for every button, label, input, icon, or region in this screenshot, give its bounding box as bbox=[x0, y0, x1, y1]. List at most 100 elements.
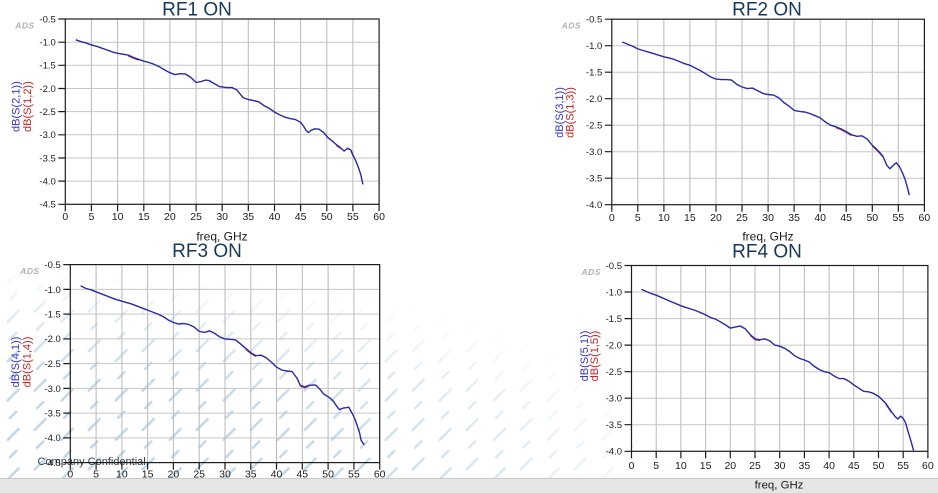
svg-text:-1.0: -1.0 bbox=[606, 287, 622, 298]
svg-text:10: 10 bbox=[116, 468, 128, 480]
svg-text:-4.5: -4.5 bbox=[44, 458, 60, 469]
svg-text:-3.5: -3.5 bbox=[586, 174, 602, 185]
svg-text:dB(S(1,2)): dB(S(1,2)) bbox=[22, 81, 34, 132]
svg-text:-1.5: -1.5 bbox=[586, 68, 602, 79]
svg-text:dB(S(1,5)): dB(S(1,5)) bbox=[589, 331, 601, 382]
svg-text:-1.5: -1.5 bbox=[44, 310, 60, 321]
svg-text:RF2 ON: RF2 ON bbox=[732, 0, 802, 21]
svg-text:50: 50 bbox=[322, 468, 334, 480]
svg-text:-1.0: -1.0 bbox=[586, 41, 602, 52]
svg-text:20: 20 bbox=[168, 468, 180, 480]
svg-text:dB(S(1,3)): dB(S(1,3)) bbox=[564, 87, 576, 138]
svg-text:10: 10 bbox=[675, 460, 687, 472]
svg-text:20: 20 bbox=[724, 460, 736, 472]
svg-text:60: 60 bbox=[922, 460, 934, 472]
svg-text:0: 0 bbox=[67, 468, 73, 480]
svg-text:dB(S(3,1)): dB(S(3,1)) bbox=[554, 87, 566, 138]
svg-text:35: 35 bbox=[245, 468, 257, 480]
svg-text:40: 40 bbox=[269, 211, 281, 223]
svg-text:-1.5: -1.5 bbox=[39, 61, 55, 72]
svg-text:RF3 ON: RF3 ON bbox=[172, 241, 242, 262]
svg-text:5: 5 bbox=[93, 468, 99, 480]
svg-text:RF4 ON: RF4 ON bbox=[732, 241, 802, 262]
svg-text:25: 25 bbox=[190, 211, 202, 223]
svg-text:-2.5: -2.5 bbox=[586, 121, 602, 132]
svg-text:30: 30 bbox=[219, 468, 231, 480]
svg-text:-3.5: -3.5 bbox=[44, 409, 60, 420]
svg-text:-3.0: -3.0 bbox=[39, 130, 55, 141]
svg-text:freq, GHz: freq, GHz bbox=[755, 479, 804, 491]
svg-text:-1.0: -1.0 bbox=[44, 285, 60, 296]
svg-text:-2.0: -2.0 bbox=[606, 341, 622, 352]
svg-text:-3.0: -3.0 bbox=[44, 384, 60, 395]
svg-text:-2.5: -2.5 bbox=[39, 107, 55, 118]
svg-text:5: 5 bbox=[88, 211, 94, 223]
svg-text:15: 15 bbox=[142, 468, 154, 480]
svg-text:dB(S(4,1)): dB(S(4,1)) bbox=[10, 337, 22, 388]
svg-text:25: 25 bbox=[736, 212, 748, 224]
svg-text:-1.5: -1.5 bbox=[606, 314, 622, 325]
svg-text:60: 60 bbox=[374, 468, 386, 480]
svg-text:5: 5 bbox=[635, 212, 641, 224]
svg-text:15: 15 bbox=[138, 211, 150, 223]
svg-text:-2.0: -2.0 bbox=[586, 94, 602, 105]
svg-text:-3.0: -3.0 bbox=[586, 147, 602, 158]
svg-text:0: 0 bbox=[62, 211, 68, 223]
svg-text:-2.0: -2.0 bbox=[44, 334, 60, 345]
svg-text:-4.0: -4.0 bbox=[44, 433, 60, 444]
svg-text:5: 5 bbox=[653, 460, 659, 472]
svg-text:-2.0: -2.0 bbox=[39, 84, 55, 95]
svg-text:dB(S(1,4)): dB(S(1,4)) bbox=[21, 337, 33, 388]
svg-text:40: 40 bbox=[814, 212, 826, 224]
svg-text:15: 15 bbox=[700, 460, 712, 472]
svg-text:45: 45 bbox=[840, 212, 852, 224]
svg-text:freq, GHz: freq, GHz bbox=[196, 229, 247, 243]
svg-text:-3.5: -3.5 bbox=[39, 153, 55, 164]
svg-text:55: 55 bbox=[347, 211, 359, 223]
svg-text:-0.5: -0.5 bbox=[44, 260, 60, 271]
svg-text:30: 30 bbox=[762, 212, 774, 224]
svg-text:55: 55 bbox=[897, 460, 909, 472]
svg-text:-4.0: -4.0 bbox=[586, 200, 602, 211]
svg-text:-2.5: -2.5 bbox=[44, 359, 60, 370]
svg-text:-4.0: -4.0 bbox=[39, 177, 55, 188]
svg-text:-1.0: -1.0 bbox=[39, 38, 55, 49]
svg-text:-0.5: -0.5 bbox=[606, 261, 622, 272]
svg-text:30: 30 bbox=[216, 211, 228, 223]
svg-text:freq, GHz: freq, GHz bbox=[742, 229, 793, 243]
svg-text:ADS: ADS bbox=[561, 21, 581, 31]
svg-text:RF1 ON: RF1 ON bbox=[162, 0, 232, 21]
svg-text:0: 0 bbox=[609, 212, 615, 224]
svg-text:40: 40 bbox=[271, 468, 283, 480]
svg-text:dB(S(2,1)): dB(S(2,1)) bbox=[10, 81, 22, 132]
svg-text:Company Confidential: Company Confidential bbox=[38, 456, 146, 468]
svg-text:50: 50 bbox=[873, 460, 885, 472]
svg-text:20: 20 bbox=[710, 212, 722, 224]
svg-text:ADS: ADS bbox=[581, 267, 601, 277]
svg-text:15: 15 bbox=[684, 212, 696, 224]
svg-text:50: 50 bbox=[866, 212, 878, 224]
svg-text:20: 20 bbox=[164, 211, 176, 223]
svg-text:55: 55 bbox=[892, 212, 904, 224]
svg-text:10: 10 bbox=[658, 212, 670, 224]
svg-text:35: 35 bbox=[799, 460, 811, 472]
svg-text:25: 25 bbox=[749, 460, 761, 472]
svg-text:25: 25 bbox=[193, 468, 205, 480]
svg-text:-4.0: -4.0 bbox=[606, 447, 622, 458]
svg-text:-2.5: -2.5 bbox=[606, 367, 622, 378]
svg-text:30: 30 bbox=[774, 460, 786, 472]
svg-text:ADS: ADS bbox=[19, 266, 39, 276]
svg-text:45: 45 bbox=[295, 211, 307, 223]
svg-text:55: 55 bbox=[348, 468, 360, 480]
svg-text:40: 40 bbox=[823, 460, 835, 472]
svg-text:35: 35 bbox=[788, 212, 800, 224]
svg-text:-0.5: -0.5 bbox=[586, 15, 602, 26]
svg-text:60: 60 bbox=[373, 211, 385, 223]
svg-text:10: 10 bbox=[112, 211, 124, 223]
svg-text:-3.5: -3.5 bbox=[606, 420, 622, 431]
svg-text:45: 45 bbox=[848, 460, 860, 472]
svg-text:45: 45 bbox=[296, 468, 308, 480]
svg-text:dB(S(5,1)): dB(S(5,1)) bbox=[579, 331, 591, 382]
svg-text:ADS: ADS bbox=[14, 20, 34, 30]
svg-text:-0.5: -0.5 bbox=[39, 14, 55, 25]
